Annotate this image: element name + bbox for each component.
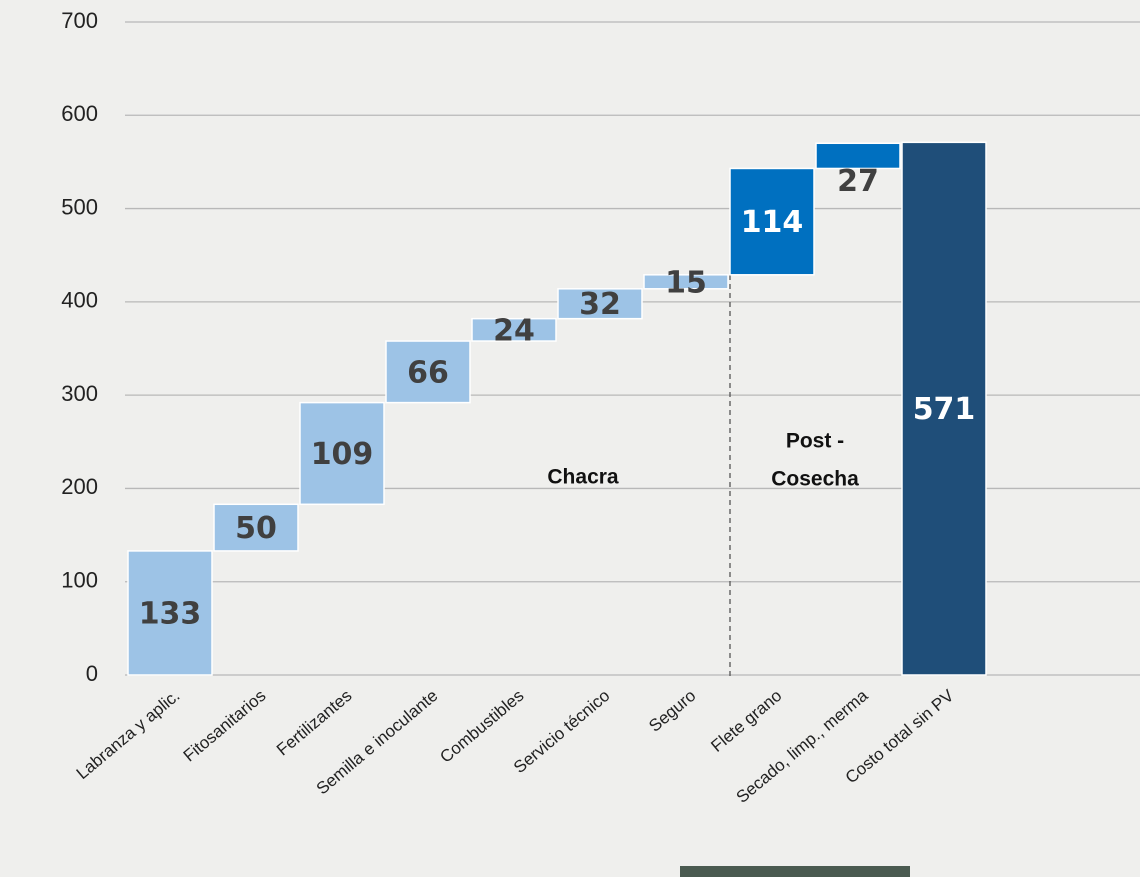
bar [901, 141, 987, 676]
bar [213, 503, 299, 552]
annotation: Cosecha [771, 468, 859, 491]
y-tick-label: 300 [61, 381, 98, 406]
annotation: Chacra [547, 466, 619, 489]
y-tick-label: 600 [61, 101, 98, 126]
x-tick-label: Fertilizantes [273, 686, 355, 759]
bar [643, 274, 729, 290]
bar [299, 401, 385, 506]
x-tick-label: Seguro [645, 686, 699, 736]
bar [127, 550, 213, 676]
x-tick-label: Fitosanitarios [180, 686, 270, 766]
y-tick-label: 400 [61, 288, 98, 313]
value-label: 27 [837, 164, 879, 199]
bar [729, 167, 815, 276]
y-tick-label: 0 [86, 661, 98, 686]
value-label: 114 [741, 205, 804, 240]
x-tick-label: Combustibles [436, 686, 527, 767]
value-label: 133 [139, 596, 202, 631]
value-label: 15 [665, 265, 707, 300]
bar [471, 317, 557, 342]
annotation: Post - [786, 430, 844, 453]
bar [385, 340, 471, 404]
y-tick-label: 200 [61, 474, 98, 499]
x-tick-label: Flete grano [707, 686, 785, 756]
y-tick-label: 100 [61, 568, 98, 593]
value-label: 109 [311, 437, 374, 472]
value-label: 32 [579, 287, 621, 322]
y-tick-label: 700 [61, 8, 98, 33]
x-tick-label: Labranza y aplic. [73, 686, 184, 783]
value-label: 66 [407, 355, 449, 390]
value-label: 571 [913, 392, 976, 427]
bar [815, 142, 901, 170]
value-label: 24 [493, 313, 535, 348]
value-label: 50 [235, 511, 277, 546]
bar [557, 288, 643, 320]
y-tick-label: 500 [61, 194, 98, 219]
footer-block [680, 866, 910, 877]
